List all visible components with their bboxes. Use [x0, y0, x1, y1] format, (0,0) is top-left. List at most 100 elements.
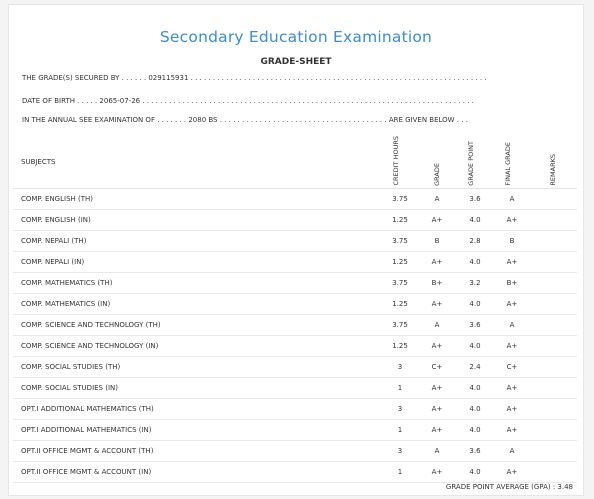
symbol-number-line: THE GRADE(S) SECURED BY . . . . . . 0291… [22, 74, 487, 82]
cell-credit-hours: 1 [381, 377, 419, 399]
cell-grade-point: 4.0 [455, 293, 495, 315]
cell-grade: A+ [419, 293, 455, 315]
cell-remarks [529, 272, 577, 294]
header-remarks: REMARKS [529, 136, 577, 189]
cell-final-grade: A+ [495, 335, 529, 357]
cell-remarks [529, 440, 577, 462]
cell-subject: COMP. MATHEMATICS (IN) [13, 293, 381, 315]
cell-subject: OPT.I ADDITIONAL MATHEMATICS (IN) [13, 419, 381, 441]
cell-grade-point: 4.0 [455, 461, 495, 483]
cell-grade-point: 4.0 [455, 377, 495, 399]
cell-remarks [529, 419, 577, 441]
cell-final-grade: A [495, 188, 529, 210]
cell-subject: COMP. MATHEMATICS (TH) [13, 272, 381, 294]
cell-grade-point: 3.6 [455, 188, 495, 210]
cell-credit-hours: 3 [381, 356, 419, 378]
table-row: OPT.I ADDITIONAL MATHEMATICS (IN) 1 A+ 4.0 A… [13, 419, 577, 441]
cell-credit-hours: 1 [381, 461, 419, 483]
cell-final-grade: A+ [495, 461, 529, 483]
table-row: COMP. SOCIAL STUDIES (IN) 1 A+ 4.0 A+ [13, 377, 577, 399]
header-grade: GRADE [419, 136, 455, 189]
cell-credit-hours: 3.75 [381, 314, 419, 336]
cell-credit-hours: 1.25 [381, 335, 419, 357]
cell-grade-point: 3.6 [455, 440, 495, 462]
cell-final-grade: A+ [495, 209, 529, 231]
header-credit-hours: CREDIT HOURS [381, 136, 419, 189]
cell-grade-point: 4.0 [455, 209, 495, 231]
cell-subject: OPT.I ADDITIONAL MATHEMATICS (TH) [13, 398, 381, 420]
cell-final-grade: A [495, 314, 529, 336]
cell-credit-hours: 1.25 [381, 251, 419, 273]
cell-final-grade: A [495, 440, 529, 462]
table-row: COMP. SOCIAL STUDIES (TH) 3 C+ 2.4 C+ [13, 356, 577, 378]
page-subtitle: GRADE-SHEET [260, 57, 332, 67]
cell-remarks [529, 398, 577, 420]
cell-grade: B+ [419, 272, 455, 294]
header-final-grade: FINAL GRADE [495, 136, 529, 189]
cell-final-grade: B+ [495, 272, 529, 294]
cell-subject: COMP. ENGLISH (TH) [13, 188, 381, 210]
cell-remarks [529, 314, 577, 336]
cell-credit-hours: 1.25 [381, 293, 419, 315]
header-subjects: SUBJECTS [13, 136, 381, 189]
cell-final-grade: A+ [495, 251, 529, 273]
cell-grade-point: 4.0 [455, 419, 495, 441]
cell-grade-point: 4.0 [455, 335, 495, 357]
cell-credit-hours: 3 [381, 440, 419, 462]
cell-grade: A+ [419, 398, 455, 420]
cell-grade: A [419, 440, 455, 462]
cell-credit-hours: 1.25 [381, 209, 419, 231]
cell-credit-hours: 3.75 [381, 188, 419, 210]
cell-subject: COMP. SCIENCE AND TECHNOLOGY (TH) [13, 314, 381, 336]
cell-credit-hours: 1 [381, 419, 419, 441]
cell-final-grade: A+ [495, 293, 529, 315]
table-row: COMP. NEPALI (IN) 1.25 A+ 4.0 A+ [13, 251, 577, 273]
cell-credit-hours: 3.75 [381, 272, 419, 294]
grade-sheet: Secondary Education Examination GRADE-SH… [8, 4, 584, 496]
cell-remarks [529, 293, 577, 315]
cell-grade-point: 3.2 [455, 272, 495, 294]
cell-grade-point: 2.8 [455, 230, 495, 252]
cell-remarks [529, 230, 577, 252]
cell-remarks [529, 209, 577, 231]
table-row: COMP. ENGLISH (IN) 1.25 A+ 4.0 A+ [13, 209, 577, 231]
date-of-birth-line: DATE OF BIRTH . . . . . 2065-07-26 . . .… [22, 97, 474, 105]
cell-grade: A+ [419, 461, 455, 483]
exam-year-line: IN THE ANNUAL SEE EXAMINATION OF . . . .… [22, 116, 468, 124]
cell-subject: OPT.II OFFICE MGMT & ACCOUNT (IN) [13, 461, 381, 483]
table-row: OPT.II OFFICE MGMT & ACCOUNT (IN) 1 A+ 4.0 A… [13, 461, 577, 483]
cell-subject: COMP. NEPALI (TH) [13, 230, 381, 252]
cell-grade-point: 4.0 [455, 398, 495, 420]
cell-grade-point: 4.0 [455, 251, 495, 273]
table-row: COMP. NEPALI (TH) 3.75 B 2.8 B [13, 230, 577, 252]
cell-credit-hours: 3 [381, 398, 419, 420]
table-row: OPT.II OFFICE MGMT & ACCOUNT (TH) 3 A 3.6 A [13, 440, 577, 462]
cell-remarks [529, 461, 577, 483]
page-title: Secondary Education Examination [159, 28, 433, 46]
cell-remarks [529, 335, 577, 357]
header-grade-point: GRADE POINT [455, 136, 495, 189]
cell-grade: A+ [419, 419, 455, 441]
cell-final-grade: B [495, 230, 529, 252]
cell-remarks [529, 188, 577, 210]
cell-grade: C+ [419, 356, 455, 378]
table-row: COMP. MATHEMATICS (IN) 1.25 A+ 4.0 A+ [13, 293, 577, 315]
cell-grade: A [419, 314, 455, 336]
cell-final-grade: C+ [495, 356, 529, 378]
table-row: COMP. SCIENCE AND TECHNOLOGY (TH) 3.75 A 3.… [13, 314, 577, 336]
gpa-summary: GRADE POINT AVERAGE (GPA) : 3.48 [445, 483, 573, 491]
cell-remarks [529, 251, 577, 273]
cell-grade: B [419, 230, 455, 252]
table-row: OPT.I ADDITIONAL MATHEMATICS (TH) 3 A+ 4.0 A… [13, 398, 577, 420]
cell-grade: A+ [419, 377, 455, 399]
cell-grade-point: 2.4 [455, 356, 495, 378]
cell-grade: A+ [419, 335, 455, 357]
table-header-row: SUBJECTS CREDIT HOURS GRADE GRADE POINT … [13, 136, 577, 189]
cell-grade: A+ [419, 209, 455, 231]
cell-remarks [529, 377, 577, 399]
cell-subject: COMP. ENGLISH (IN) [13, 209, 381, 231]
grades-table: SUBJECTS CREDIT HOURS GRADE GRADE POINT … [13, 136, 577, 483]
cell-credit-hours: 3.75 [381, 230, 419, 252]
table-row: COMP. ENGLISH (TH) 3.75 A 3.6 A [13, 188, 577, 210]
cell-grade: A [419, 188, 455, 210]
